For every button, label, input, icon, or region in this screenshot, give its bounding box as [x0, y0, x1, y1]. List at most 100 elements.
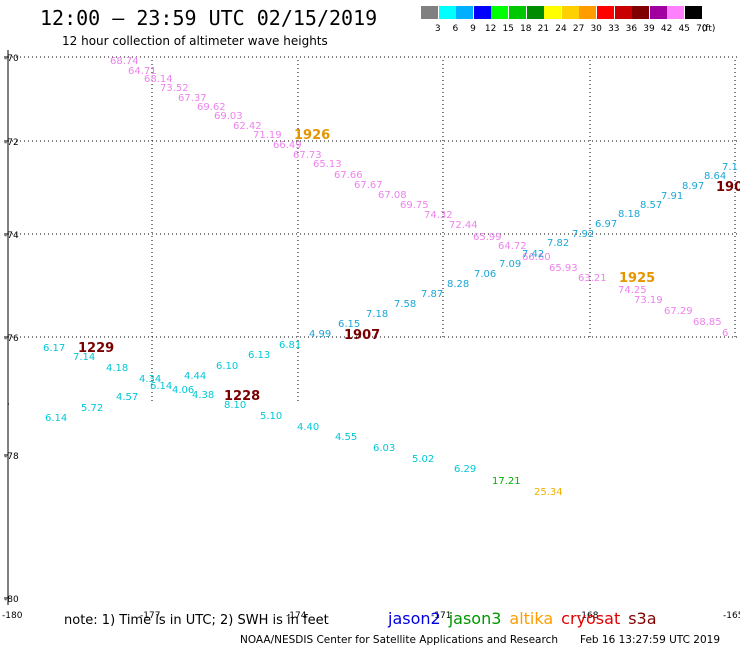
color-swatch-36 — [614, 6, 632, 19]
wave-height-reading: 4.34 — [139, 374, 161, 385]
lat-tick-label: -80 — [4, 595, 19, 605]
wave-height-reading: 6 — [722, 328, 728, 339]
wave-height-reading: 65.99 — [473, 232, 502, 243]
lat-tick-label: -76 — [4, 334, 19, 344]
color-scale-label: 15 — [502, 24, 514, 34]
wave-height-reading: 4.18 — [106, 363, 128, 374]
wave-height-reading: 7.58 — [394, 299, 416, 310]
wave-height-reading: 65.93 — [549, 263, 578, 274]
wave-height-reading: 6.14 — [150, 381, 172, 392]
color-swatch-33 — [597, 6, 614, 19]
color-scale-unit: (ft) — [701, 24, 716, 34]
color-swatch-42 — [649, 6, 667, 19]
color-scale-label: 6 — [452, 24, 459, 34]
wave-height-reading: 7.82 — [547, 238, 569, 249]
wave-height-reading: 7.09 — [499, 259, 521, 270]
wave-height-reading: 72.44 — [449, 220, 478, 231]
wave-height-reading: 7.1 — [722, 162, 738, 173]
wave-height-reading: 67.08 — [378, 190, 407, 201]
color-scale-label: 30 — [590, 24, 602, 34]
color-swatch-30 — [579, 6, 597, 19]
lat-tick-label: -72 — [4, 138, 19, 148]
color-scale-label: 9 — [470, 24, 476, 34]
wave-height-reading: 67.37 — [178, 93, 207, 104]
satellite-legend-cryosat: cryosat — [561, 609, 621, 628]
wave-height-reading: 6.03 — [373, 443, 395, 454]
wave-height-reading: 7.06 — [474, 269, 496, 280]
color-swatch-39 — [632, 6, 650, 19]
wave-height-reading: 67.67 — [354, 180, 383, 191]
wave-height-reading: 69.62 — [197, 102, 226, 113]
pass-time-label: 1925 — [619, 271, 655, 286]
satellite-legend-jason2: jason2 — [388, 609, 441, 628]
wave-height-reading: 8.97 — [682, 181, 704, 192]
wave-height-reading: 4.57 — [116, 392, 138, 403]
wave-height-reading: 4.44 — [184, 371, 206, 382]
wave-height-reading: 7.14 — [73, 352, 95, 363]
lon-tick-label: -168 — [578, 611, 599, 621]
color-swatch-70 — [685, 6, 702, 19]
wave-height-reading: 4.40 — [297, 422, 319, 433]
wave-height-reading: 4.38 — [192, 390, 214, 401]
wave-height-reading: 8.28 — [447, 279, 469, 290]
wave-height-reading: 65.13 — [313, 159, 342, 170]
color-swatch-3 — [421, 6, 438, 19]
color-swatch-27 — [561, 6, 579, 19]
wave-height-reading: 6.81 — [279, 340, 301, 351]
generated-timestamp: Feb 16 13:27:59 UTC 2019 — [580, 634, 720, 646]
wave-height-reading: 5.72 — [81, 403, 103, 414]
color-scale-label: 36 — [625, 24, 638, 34]
color-swatch-15 — [491, 6, 509, 19]
wave-height-reading: 6.29 — [454, 464, 476, 475]
wave-height-reading: 6.10 — [216, 361, 238, 372]
map-title: 12:00 – 23:59 UTC 02/15/2019 — [40, 6, 378, 30]
color-scale-label: 33 — [608, 24, 620, 34]
wave-height-reading: 8.10 — [224, 400, 246, 411]
wave-height-reading: 7.18 — [366, 309, 388, 320]
credit-line: NOAA/NESDIS Center for Satellite Applica… — [240, 634, 558, 646]
wave-height-reading: 7.91 — [661, 191, 683, 202]
wave-height-reading: 17.21 — [492, 476, 521, 487]
map-subtitle: 12 hour collection of altimeter wave hei… — [62, 34, 328, 48]
wave-height-reading: 8.57 — [640, 200, 662, 211]
lat-tick-label: -74 — [4, 231, 19, 241]
wave-height-reading: 4.99 — [309, 329, 331, 340]
wave-height-reading: 74.32 — [424, 210, 453, 221]
satellite-legend-jason3: jason3 — [448, 609, 502, 628]
color-swatch-9 — [456, 6, 474, 19]
color-scale-label: 70 — [696, 24, 708, 34]
wave-height-reading: 7.42 — [522, 249, 544, 260]
color-swatch-45 — [667, 6, 685, 19]
lat-tick-label: -70 — [4, 54, 19, 64]
wave-height-reading: 69.03 — [214, 111, 243, 122]
lon-tick-label: -174 — [286, 611, 307, 621]
wave-height-reading: 73.19 — [634, 295, 663, 306]
pass-time-label: 1228 — [224, 389, 260, 404]
wave-height-reading: 6.97 — [595, 219, 617, 230]
color-swatch-12 — [473, 6, 491, 19]
color-scale-label: 21 — [537, 24, 550, 34]
wave-height-reading: 68.85 — [693, 317, 722, 328]
color-scale-label: 12 — [484, 24, 497, 34]
wave-height-reading: 6.14 — [45, 413, 67, 424]
color-scale-label: 45 — [678, 24, 690, 34]
lon-tick-label: -171 — [431, 611, 451, 621]
wave-height-reading: 6.17 — [43, 343, 65, 354]
wave-height-reading: 4.06 — [172, 385, 194, 396]
wave-height-reading: 25.34 — [534, 487, 563, 498]
wave-height-reading: 67.73 — [293, 150, 322, 161]
color-scale-label: 24 — [555, 24, 567, 34]
color-swatch-21 — [526, 6, 544, 19]
satellite-legend-altika: altika — [509, 609, 554, 628]
pass-time-label: 1229 — [78, 341, 114, 356]
wave-height-reading: 64.72 — [498, 241, 527, 252]
color-scale-label: 39 — [643, 24, 655, 34]
wave-height-reading: 5.10 — [260, 411, 282, 422]
color-scale-label: 18 — [520, 24, 532, 34]
wave-height-reading: 68.14 — [144, 74, 173, 85]
pass-time-label: 1926 — [294, 128, 330, 143]
wave-height-reading: 64.71 — [128, 66, 157, 77]
color-scale-label: 3 — [434, 24, 441, 34]
satellite-legend-s3a: s3a — [628, 609, 657, 628]
